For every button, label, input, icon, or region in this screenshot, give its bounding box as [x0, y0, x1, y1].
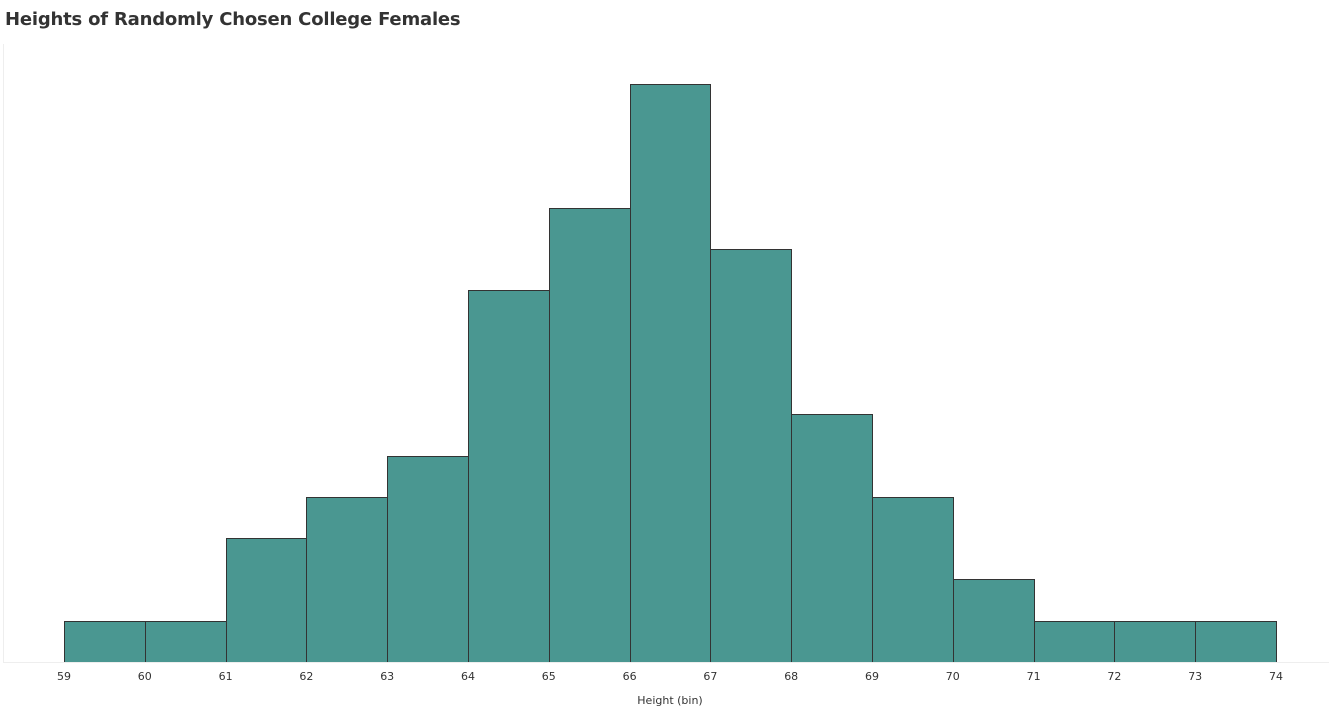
histogram-bar[interactable]	[710, 249, 793, 663]
x-tick-label: 59	[57, 670, 71, 683]
histogram-bar[interactable]	[629, 83, 712, 663]
histogram-bar[interactable]	[306, 496, 389, 663]
histogram-bar[interactable]	[548, 207, 631, 663]
histogram-bar[interactable]	[872, 496, 954, 663]
x-tick-label: 66	[622, 670, 637, 683]
x-tick-label: 67	[703, 670, 718, 683]
x-tick-label: 60	[137, 670, 152, 683]
x-tick-label: 73	[1188, 670, 1203, 683]
histogram-bar[interactable]	[1195, 620, 1277, 663]
x-tick-label: 64	[461, 670, 475, 683]
x-tick-label: 69	[865, 670, 879, 683]
x-tick-label: 65	[541, 670, 556, 683]
histogram-bar[interactable]	[387, 455, 469, 663]
histogram-bar[interactable]	[791, 414, 873, 663]
x-tick-label: 68	[784, 670, 799, 683]
x-tick-label: 63	[380, 670, 395, 683]
histogram-bar[interactable]	[225, 538, 308, 663]
chart-title: Heights of Randomly Chosen College Femal…	[5, 9, 461, 30]
histogram-bar[interactable]	[144, 620, 227, 663]
histogram-bar[interactable]	[64, 620, 146, 663]
x-tick-label: 61	[218, 670, 233, 683]
x-axis-baseline	[3, 662, 1329, 663]
x-tick-label: 62	[299, 670, 314, 683]
plot-left-border	[3, 44, 4, 662]
histogram-bar[interactable]	[1114, 620, 1197, 663]
histogram-bar[interactable]	[1033, 620, 1116, 663]
histogram-bar[interactable]	[952, 579, 1035, 663]
x-tick-label: 72	[1107, 670, 1122, 683]
histogram-bar[interactable]	[468, 290, 550, 663]
x-tick-label: 71	[1026, 670, 1041, 683]
x-tick-label: 74	[1269, 670, 1283, 683]
x-tick-label: 70	[945, 670, 960, 683]
x-axis-label: Height (bin)	[637, 694, 703, 707]
